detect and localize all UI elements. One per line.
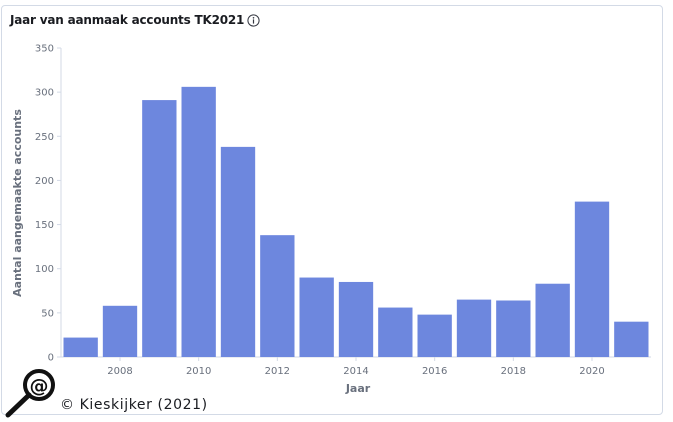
y-tick-label: 300 [35, 88, 54, 99]
bar-2013[interactable] [299, 277, 334, 357]
y-tick-label: 350 [35, 44, 54, 55]
bar-2008[interactable] [102, 305, 138, 357]
bar-2019[interactable] [535, 283, 570, 357]
bar-2017[interactable] [456, 299, 492, 357]
chart-title: Jaar van aanmaak accounts TK2021 [10, 13, 245, 27]
magnifier-logo: @ [5, 369, 55, 418]
x-axis-title: Jaar [345, 382, 371, 395]
bar-2021[interactable] [614, 321, 649, 357]
x-tick-label: 2020 [579, 366, 604, 377]
y-tick-label: 0 [48, 353, 54, 364]
y-axis: 0 50 100 150 200 250 300 350 [35, 44, 62, 364]
svg-text:@: @ [30, 375, 49, 397]
bar-2020[interactable] [574, 201, 610, 357]
bar-2012[interactable] [260, 235, 295, 357]
bar-2016[interactable] [417, 314, 452, 357]
bars [63, 86, 649, 358]
bar-2009[interactable] [142, 100, 177, 358]
y-tick-label: 200 [35, 176, 54, 187]
x-tick-label: 2010 [186, 366, 211, 377]
y-tick-label: 50 [41, 308, 54, 319]
bar-2011[interactable] [220, 146, 256, 357]
bar-2010[interactable] [181, 86, 216, 358]
bar-2007[interactable] [63, 337, 98, 357]
x-axis: 2008 2010 2012 2014 2016 2018 2020 [61, 356, 651, 377]
bar-2014[interactable] [338, 281, 374, 357]
x-tick-label: 2018 [501, 366, 526, 377]
x-tick-label: 2008 [107, 366, 132, 377]
bar-2018[interactable] [496, 300, 531, 357]
x-tick-label: 2016 [422, 366, 447, 377]
y-tick-label: 250 [35, 132, 54, 143]
bar-2015[interactable] [378, 307, 413, 357]
x-tick-label: 2014 [343, 366, 368, 377]
y-axis-title: Aantal aangemaakte accounts [11, 109, 24, 297]
y-tick-label: 150 [35, 220, 54, 231]
y-tick-label: 100 [35, 264, 54, 275]
chart-title-row: Jaar van aanmaak accounts TK2021 [10, 11, 260, 29]
x-tick-label: 2012 [265, 366, 290, 377]
credit-text: © Kieskijker (2021) [60, 397, 208, 413]
info-icon[interactable] [247, 13, 260, 27]
